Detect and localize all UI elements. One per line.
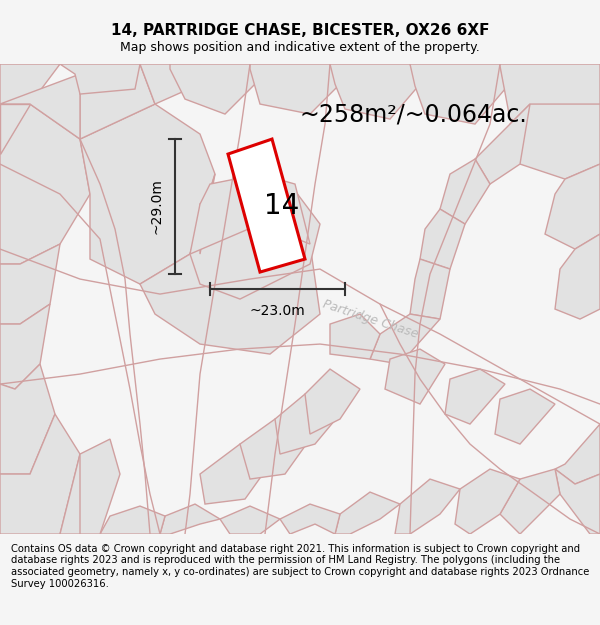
Polygon shape bbox=[160, 504, 220, 534]
Polygon shape bbox=[500, 469, 560, 534]
Polygon shape bbox=[555, 424, 600, 484]
Polygon shape bbox=[228, 139, 305, 272]
Polygon shape bbox=[420, 209, 465, 269]
Polygon shape bbox=[190, 174, 320, 299]
Polygon shape bbox=[495, 389, 555, 444]
Polygon shape bbox=[455, 469, 520, 534]
Polygon shape bbox=[395, 479, 460, 534]
Text: Contains OS data © Crown copyright and database right 2021. This information is : Contains OS data © Crown copyright and d… bbox=[11, 544, 589, 589]
Polygon shape bbox=[555, 469, 600, 534]
Polygon shape bbox=[330, 314, 380, 359]
Polygon shape bbox=[385, 349, 445, 404]
Polygon shape bbox=[500, 64, 600, 134]
Polygon shape bbox=[410, 64, 505, 124]
Polygon shape bbox=[250, 64, 340, 114]
Polygon shape bbox=[0, 104, 30, 154]
Polygon shape bbox=[335, 492, 400, 534]
Polygon shape bbox=[220, 506, 280, 534]
Polygon shape bbox=[330, 64, 420, 119]
Polygon shape bbox=[0, 414, 80, 534]
Polygon shape bbox=[510, 104, 600, 179]
Text: ~23.0m: ~23.0m bbox=[250, 304, 305, 318]
Polygon shape bbox=[410, 259, 450, 319]
Text: ~258m²/~0.064ac.: ~258m²/~0.064ac. bbox=[300, 102, 528, 126]
Polygon shape bbox=[140, 224, 320, 354]
Polygon shape bbox=[80, 439, 120, 534]
Polygon shape bbox=[555, 234, 600, 319]
Text: Partridge Chase: Partridge Chase bbox=[320, 298, 419, 341]
Text: 14, PARTRIDGE CHASE, BICESTER, OX26 6XF: 14, PARTRIDGE CHASE, BICESTER, OX26 6XF bbox=[111, 23, 489, 38]
Polygon shape bbox=[0, 364, 55, 474]
Polygon shape bbox=[0, 104, 90, 264]
Polygon shape bbox=[305, 369, 360, 434]
Polygon shape bbox=[440, 159, 490, 224]
Polygon shape bbox=[80, 104, 215, 284]
Polygon shape bbox=[80, 64, 155, 139]
Polygon shape bbox=[475, 104, 530, 184]
Polygon shape bbox=[60, 64, 140, 94]
Polygon shape bbox=[545, 164, 600, 249]
Polygon shape bbox=[275, 394, 340, 454]
Polygon shape bbox=[170, 64, 255, 114]
Polygon shape bbox=[0, 64, 60, 154]
Polygon shape bbox=[100, 506, 165, 534]
Text: ~29.0m: ~29.0m bbox=[150, 179, 164, 234]
Text: Map shows position and indicative extent of the property.: Map shows position and indicative extent… bbox=[120, 41, 480, 54]
Polygon shape bbox=[280, 504, 340, 534]
Polygon shape bbox=[445, 369, 505, 424]
Polygon shape bbox=[0, 74, 80, 139]
Polygon shape bbox=[0, 244, 60, 324]
Polygon shape bbox=[140, 64, 200, 104]
Polygon shape bbox=[0, 304, 50, 389]
Text: 14: 14 bbox=[263, 192, 299, 220]
Polygon shape bbox=[370, 314, 440, 364]
Polygon shape bbox=[190, 174, 310, 254]
Polygon shape bbox=[60, 454, 100, 534]
Polygon shape bbox=[200, 444, 270, 504]
Polygon shape bbox=[240, 419, 310, 479]
